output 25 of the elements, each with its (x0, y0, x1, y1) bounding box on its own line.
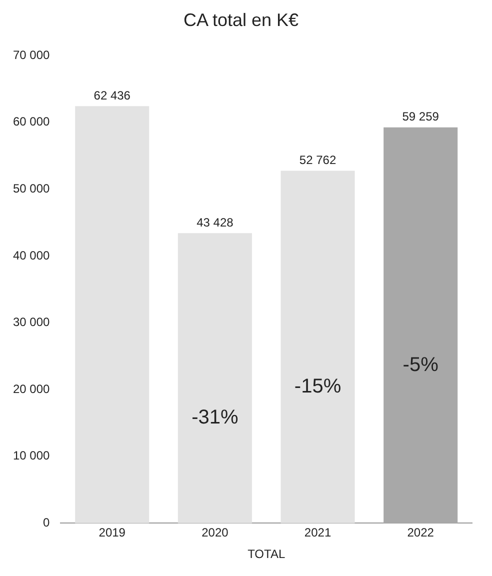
bar (280, 170, 355, 524)
y-tick-label: 40 000 (13, 248, 50, 262)
y-tick-label: 30 000 (13, 315, 50, 330)
x-tick-label: 2020 (202, 526, 229, 540)
bar (384, 127, 458, 524)
x-tick-label: 2019 (98, 526, 126, 540)
y-tick-label: 70 000 (13, 48, 50, 62)
bar (178, 233, 252, 524)
y-tick-label: 10 000 (13, 448, 50, 463)
y-tick-label: 20 000 (13, 382, 50, 396)
data-label: 52 762 (299, 153, 336, 168)
y-tick-label: 60 000 (13, 114, 50, 129)
y-tick-label: 0 (43, 516, 50, 530)
bar (75, 106, 150, 524)
data-label: 62 436 (94, 88, 131, 102)
x-tick-label: 2022 (407, 526, 434, 540)
annotation: -15% (294, 375, 342, 398)
x-tick-label: 2021 (304, 526, 332, 540)
chart-title: CA total en K€ (183, 10, 299, 30)
annotation: -5% (402, 354, 439, 376)
x-axis-title: TOTAL (248, 547, 286, 562)
data-label: 59 259 (402, 110, 440, 124)
annotation: -31% (192, 406, 238, 429)
data-label: 43 428 (196, 215, 234, 230)
y-tick-label: 50 000 (13, 182, 50, 196)
